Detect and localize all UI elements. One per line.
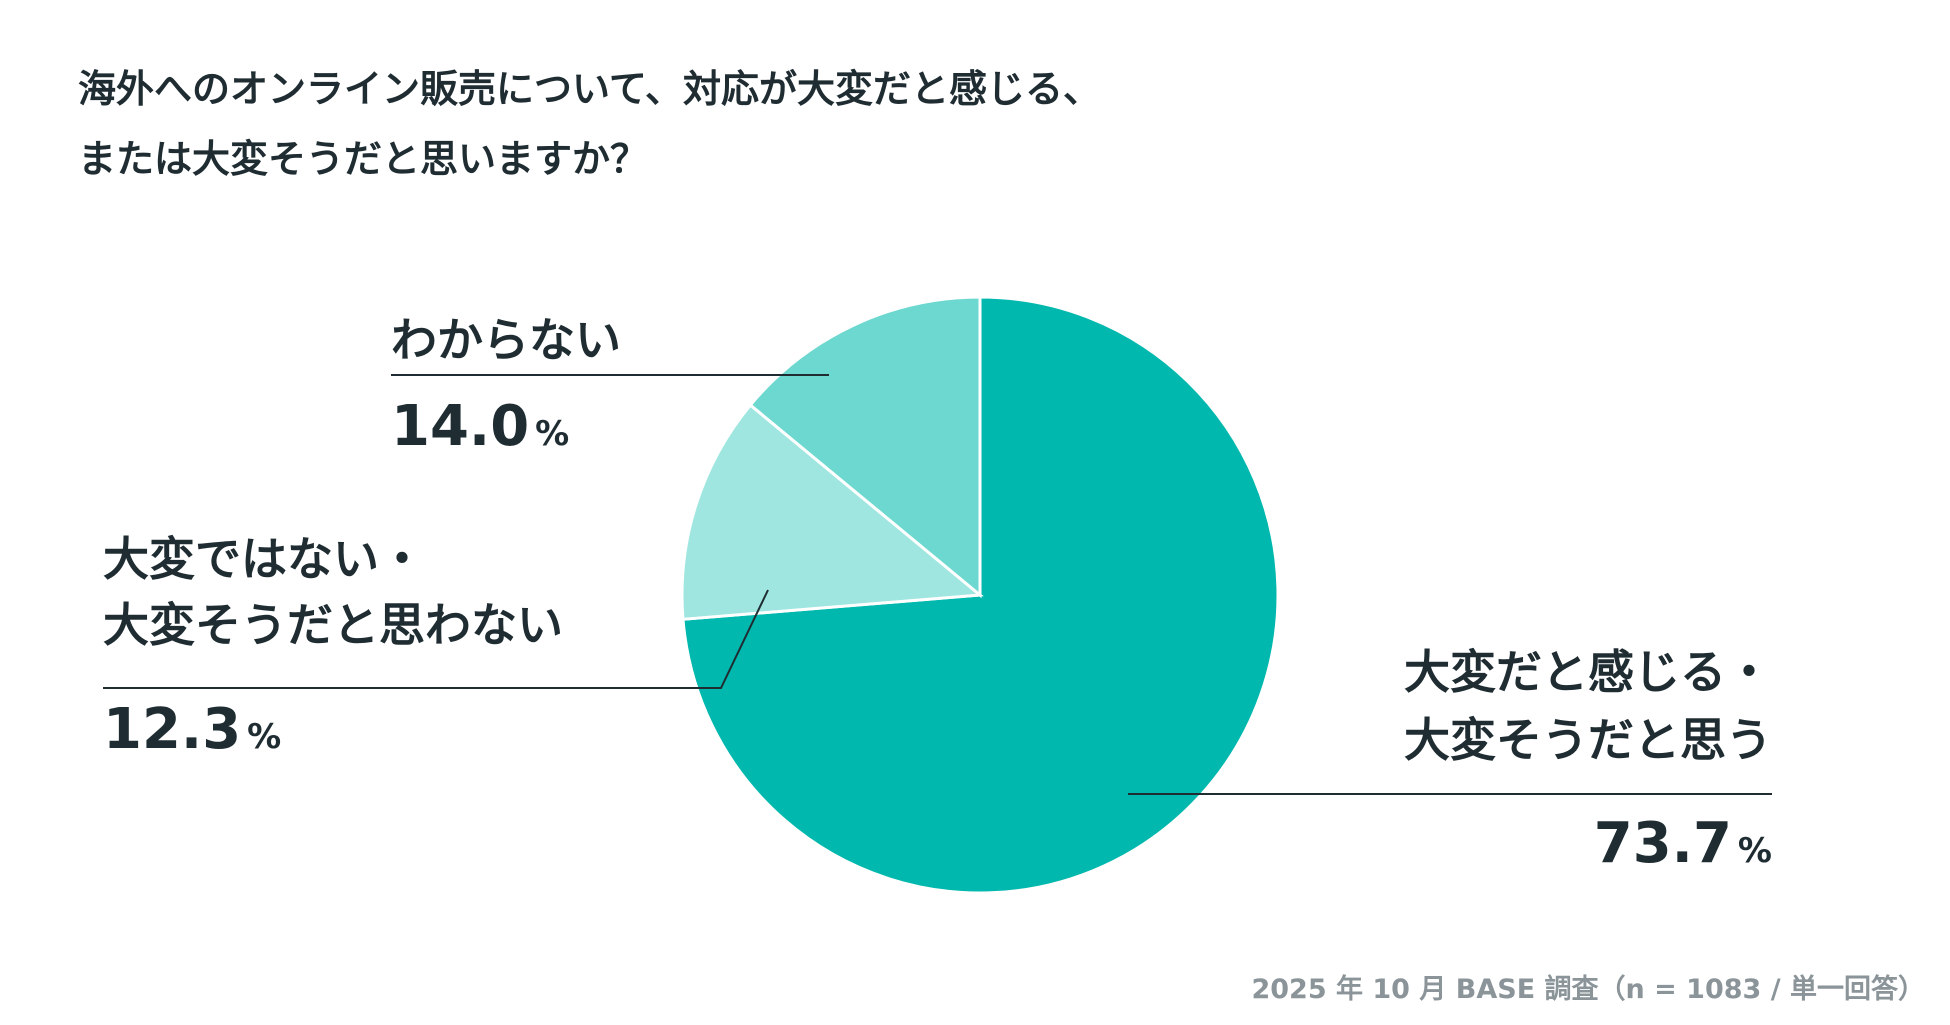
value-number: 14.0	[391, 394, 529, 459]
leader-line	[103, 589, 769, 689]
value-label: 73.7%	[1594, 811, 1772, 876]
value-label: 12.3%	[103, 697, 281, 762]
pie-slice	[680, 402, 984, 621]
value-unit: %	[247, 717, 281, 757]
slice-label-line: わからない	[391, 313, 621, 367]
pie-slice	[748, 295, 982, 599]
source-note: 2025 年 10 月 BASE 調査（n = 1083 / 単一回答）	[1251, 973, 1925, 1005]
slice-label-line: 大変そうだと思わない	[103, 598, 563, 652]
value-unit: %	[1738, 831, 1772, 871]
slice-label-line: 大変ではない・	[103, 532, 425, 586]
chart-title: または大変そうだと思いますか？	[78, 137, 648, 181]
value-label: 14.0%	[391, 394, 569, 459]
chart-title: 海外へのオンライン販売について、対応が大変だと感じる、	[78, 67, 1101, 111]
value-unit: %	[535, 414, 569, 454]
slice-label: わからない	[391, 313, 621, 367]
value-number: 12.3	[103, 697, 241, 762]
slice-label-line: 大変だと感じる・	[1404, 645, 1772, 699]
slice-label: 大変だと感じる・大変そうだと思う	[1404, 645, 1772, 767]
value-number: 73.7	[1594, 811, 1732, 876]
slice-label-line: 大変そうだと思う	[1404, 713, 1772, 767]
slice-label: 大変ではない・大変そうだと思わない	[103, 532, 563, 652]
